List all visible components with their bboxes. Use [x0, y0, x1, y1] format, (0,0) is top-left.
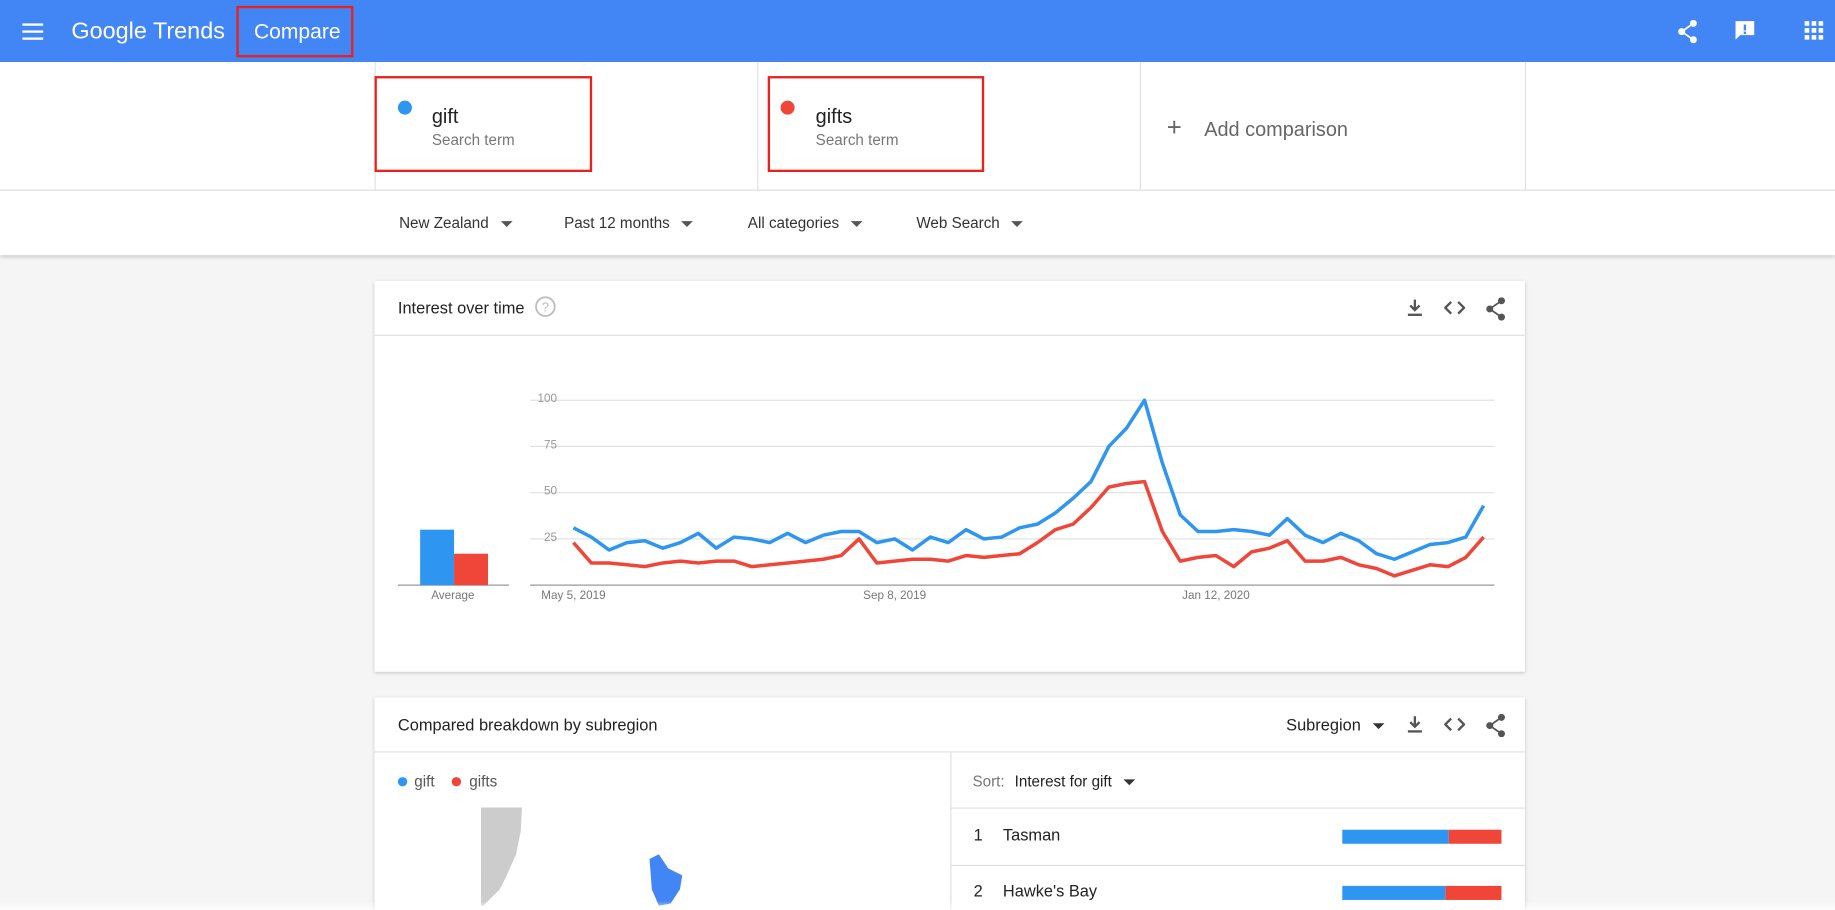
- share-bar: [1342, 829, 1449, 844]
- y-tick-label: 100: [538, 392, 558, 405]
- share-bar: [1445, 885, 1502, 900]
- legend-label: gifts: [469, 772, 498, 790]
- svg-text:?: ?: [542, 299, 549, 314]
- logo[interactable]: Google Trends: [71, 18, 225, 45]
- region-name: Tasman: [1002, 825, 1061, 844]
- highlight-box: [236, 5, 354, 58]
- x-tick-label: May 5, 2019: [541, 589, 605, 602]
- share-icon[interactable]: [1677, 19, 1698, 44]
- region-row[interactable]: 2 Hawke's Bay: [950, 865, 1525, 910]
- help-icon[interactable]: ?: [535, 296, 556, 317]
- share-icon[interactable]: [1485, 713, 1506, 738]
- sort-text: Interest for gift: [1014, 772, 1112, 790]
- sort-select[interactable]: Interest for gift: [1015, 774, 1136, 789]
- embed-icon[interactable]: [1444, 298, 1466, 317]
- card-title: Compared breakdown by subregion: [397, 715, 658, 734]
- terms-bar: gift Search term gifts Search term + Add…: [0, 62, 1835, 191]
- term-dot: [397, 100, 412, 115]
- interest-card: Interest over time ? 25 50 75 100 May 5, 201…: [374, 280, 1525, 672]
- legend-dot: [397, 777, 408, 787]
- share-bar: [1342, 885, 1446, 900]
- line-chart: 25 50 75 100 May 5, 2019 Sep 8, 2019 Jan 12, 2…: [397, 392, 1495, 602]
- series-line: [572, 398, 1486, 562]
- x-tick-label: Jan 12, 2020: [1182, 589, 1250, 602]
- menu-icon[interactable]: [22, 22, 44, 41]
- term[interactable]: gifts: [815, 105, 853, 128]
- y-tick-label: 25: [544, 531, 558, 544]
- legend-label: gift: [414, 772, 435, 790]
- filter[interactable]: Web Search: [916, 214, 1024, 232]
- term[interactable]: gift: [431, 105, 459, 128]
- y-tick-label: 50: [544, 485, 558, 498]
- region-name: Hawke's Bay: [1002, 881, 1098, 900]
- x-tick-label: Sep 8, 2019: [863, 589, 926, 602]
- filter-text: New Zealand: [399, 214, 489, 232]
- top-bar: Google Trends Compare: [0, 0, 1835, 63]
- card-title: Interest over time: [397, 298, 525, 318]
- highlight-box: [374, 76, 593, 173]
- mode-label[interactable]: Compare: [253, 19, 341, 44]
- region-row[interactable]: 1 Tasman: [950, 809, 1525, 867]
- breakdown-card: Compared breakdown by subregion Subregio…: [374, 697, 1525, 910]
- average-label: Average: [431, 589, 474, 602]
- term-dot: [780, 100, 795, 115]
- highlight-box: [767, 76, 985, 173]
- term-kind: Search term: [815, 131, 899, 149]
- series-line: [572, 479, 1485, 578]
- region-rank: 1: [973, 825, 983, 844]
- average-bar: [420, 529, 455, 586]
- apps-icon[interactable]: [1804, 21, 1824, 40]
- feedback-icon[interactable]: [1734, 20, 1755, 41]
- region-list: 1 Tasman 2 Hawke's Bay: [950, 809, 1525, 910]
- map: [480, 807, 683, 906]
- add-comparison[interactable]: Add comparison: [1204, 118, 1348, 141]
- legend-dot: [451, 777, 462, 787]
- term-kind: Search term: [431, 131, 515, 149]
- region-rank: 2: [973, 881, 983, 900]
- sort-label: Sort:: [972, 772, 1005, 790]
- filter-text: All categories: [747, 214, 840, 232]
- share-bar: [1448, 829, 1502, 844]
- average-bar: [454, 553, 489, 586]
- download-icon[interactable]: [1406, 715, 1425, 734]
- filter-text: Past 12 months: [564, 214, 670, 232]
- embed-icon[interactable]: [1444, 715, 1466, 734]
- filter[interactable]: Past 12 months: [564, 214, 694, 232]
- filter-text: Web Search: [916, 214, 1000, 232]
- view-select[interactable]: Subregion: [1286, 715, 1385, 734]
- download-icon[interactable]: [1406, 298, 1425, 317]
- filter-bar: New Zealand Past 12 months All categorie…: [0, 190, 1835, 256]
- plus-icon[interactable]: +: [1166, 112, 1182, 142]
- y-tick-label: 75: [544, 438, 558, 451]
- filter[interactable]: All categories: [747, 214, 863, 232]
- view-text: Subregion: [1286, 715, 1361, 734]
- filter[interactable]: New Zealand: [399, 214, 513, 232]
- share-icon[interactable]: [1485, 297, 1506, 321]
